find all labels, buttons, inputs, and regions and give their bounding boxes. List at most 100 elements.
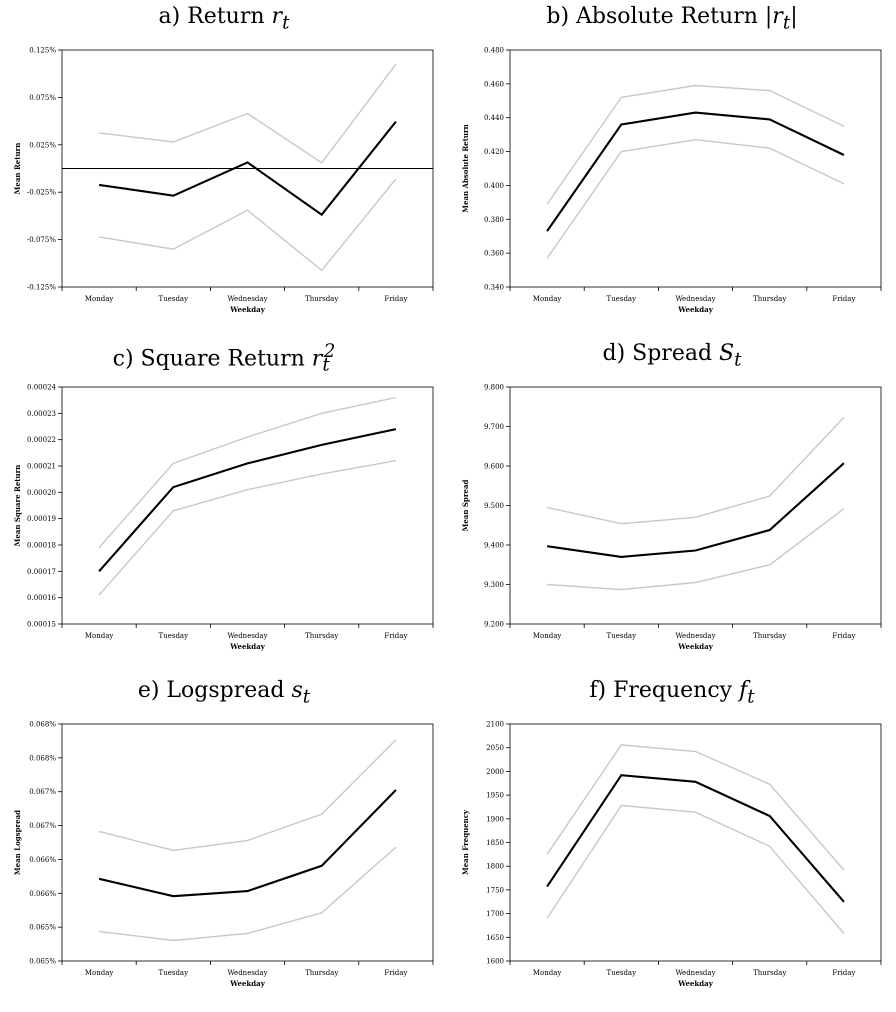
mean-series-line [546, 774, 845, 903]
y-tick-label: 9.800 [484, 384, 504, 392]
y-tick-label: 0.440 [484, 114, 504, 122]
band-lower-line [546, 138, 845, 259]
panel-title: a) Return rt [158, 4, 290, 34]
y-tick-label: 0.420 [484, 148, 504, 156]
x-tick-label: Thursday [305, 969, 338, 977]
x-tick-label: Friday [384, 632, 407, 640]
x-tick-label: Tuesday [607, 969, 637, 977]
x-tick-label: Tuesday [607, 295, 637, 303]
y-tick-label: 0.340 [484, 284, 504, 292]
y-tick-label: 1900 [486, 815, 504, 823]
y-tick-label: 0.065% [29, 924, 56, 932]
panel-b: b) Absolute Return |rt| 0.340 0.360 0.380 0… [448, 0, 896, 337]
panel-title: f) Frequency ft [589, 678, 755, 708]
band-upper-line [99, 63, 397, 164]
y-tick-label: 0.067% [29, 822, 56, 830]
x-tick-label: Friday [832, 632, 855, 640]
y-tick-label: 1600 [486, 958, 504, 966]
y-tick-label: 0.075% [29, 94, 56, 102]
x-tick-label: Tuesday [159, 969, 189, 977]
x-tick-label: Monday [533, 295, 562, 303]
y-tick-label: 2050 [486, 744, 504, 752]
y-tick-label: 0.380 [484, 216, 504, 224]
y-tick-label: 1750 [486, 886, 504, 894]
y-tick-label: 0.00022 [27, 436, 56, 444]
panel-e: e) Logspread st 0.065% 0.065% 0.066% 0.066%… [0, 674, 448, 1011]
x-tick-label: Wednesday [227, 969, 267, 977]
x-tick-label: Wednesday [675, 969, 715, 977]
y-tick-label: 0.125% [29, 47, 56, 55]
band-upper-line [98, 396, 397, 549]
band-lower-line [98, 460, 397, 596]
y-tick-label: 0.068% [29, 721, 56, 729]
x-tick-label: Wednesday [675, 632, 715, 640]
chart-d: 9.200 9.300 9.400 9.500 9.600 9.700 9.800 Monda… [461, 384, 882, 651]
y-tick-label: 0.360 [484, 250, 504, 258]
chart-e: 0.065% 0.065% 0.066% 0.066% 0.067% 0.067% 0.06… [13, 721, 434, 988]
y-tick-label: 0.00017 [27, 568, 56, 576]
y-tick-label: 0.068% [29, 754, 56, 762]
y-tick-label: 0.00016 [27, 594, 56, 602]
plot-frame [61, 723, 434, 962]
y-tick-label: 1700 [486, 910, 504, 918]
y-tick-label: 0.460 [484, 80, 504, 88]
y-tick-label: 0.065% [29, 958, 56, 966]
x-tick-label: Monday [85, 969, 114, 977]
x-tick-label: Tuesday [159, 295, 189, 303]
band-upper-line [98, 739, 397, 852]
y-tick-label: -0.075% [27, 236, 56, 244]
x-tick-label: Wednesday [227, 632, 267, 640]
panel-title: b) Absolute Return |rt| [546, 4, 798, 34]
panel-c: c) Square Return rt2 0.00015 0.00016 0.000… [0, 337, 448, 674]
chart-b: 0.340 0.360 0.380 0.400 0.420 0.440 0.460 0.480… [461, 47, 882, 314]
y-tick-label: 2100 [486, 721, 504, 729]
x-axis-label: Weekday [229, 305, 265, 314]
x-tick-label: Monday [533, 632, 562, 640]
chart-c: 0.00015 0.00016 0.00017 0.00018 0.00019 0.000… [13, 384, 434, 651]
y-tick-label: 0.00020 [27, 489, 56, 497]
y-axis-label: Mean Logspread [13, 810, 22, 875]
y-tick-label: 2000 [486, 768, 504, 776]
panel-title: d) Spread St [602, 341, 742, 371]
band-upper-line [546, 744, 845, 871]
y-tick-label: 0.480 [484, 47, 504, 55]
x-tick-label: Friday [384, 295, 407, 303]
x-tick-label: Monday [533, 969, 562, 977]
x-tick-label: Thursday [753, 632, 786, 640]
band-upper-line [546, 416, 845, 525]
mean-series-line [98, 428, 397, 572]
y-axis-label: Mean Frequency [461, 809, 470, 875]
mean-series-line [98, 789, 397, 898]
y-tick-label: 0.067% [29, 788, 56, 796]
y-axis-label: Mean Square Return [13, 465, 22, 547]
y-tick-label: 9.400 [484, 542, 504, 550]
band-lower-line [547, 508, 845, 591]
chart-a: -0.125% -0.075% -0.025% 0.025% 0.075% 0.125% M… [13, 47, 434, 314]
panel-a: a) Return rt -0.125% -0.075% -0.025% 0.025%… [0, 0, 448, 337]
panel-title: c) Square Return rt2 [112, 341, 336, 376]
y-tick-label: 0.400 [484, 182, 504, 190]
y-tick-label: 0.00023 [27, 410, 56, 418]
x-tick-label: Thursday [753, 295, 786, 303]
plot-frame [61, 386, 434, 625]
mean-series-line [546, 462, 845, 558]
x-tick-label: Tuesday [607, 632, 637, 640]
x-axis-label: Weekday [677, 642, 713, 651]
panel-d: d) Spread St 9.200 9.300 9.400 9.500 9.600 9.… [448, 337, 896, 674]
band-lower-line [98, 178, 397, 272]
x-axis-label: Weekday [677, 305, 713, 314]
x-tick-label: Thursday [305, 632, 338, 640]
y-tick-label: -0.025% [27, 189, 56, 197]
band-lower-line [99, 846, 397, 942]
y-tick-label: 1650 [486, 934, 504, 942]
chart-f: 1600 1650 1700 1750 1800 1850 1900 1950 2000 2050… [461, 721, 882, 988]
x-tick-label: Friday [832, 969, 855, 977]
x-tick-label: Monday [85, 295, 114, 303]
y-tick-label: 0.00024 [27, 384, 56, 392]
y-tick-label: 9.200 [484, 621, 504, 629]
y-tick-label: 9.300 [484, 581, 504, 589]
band-upper-line [546, 84, 845, 205]
y-tick-label: 1800 [486, 863, 504, 871]
x-tick-label: Monday [85, 632, 114, 640]
y-tick-label: 1850 [486, 839, 504, 847]
